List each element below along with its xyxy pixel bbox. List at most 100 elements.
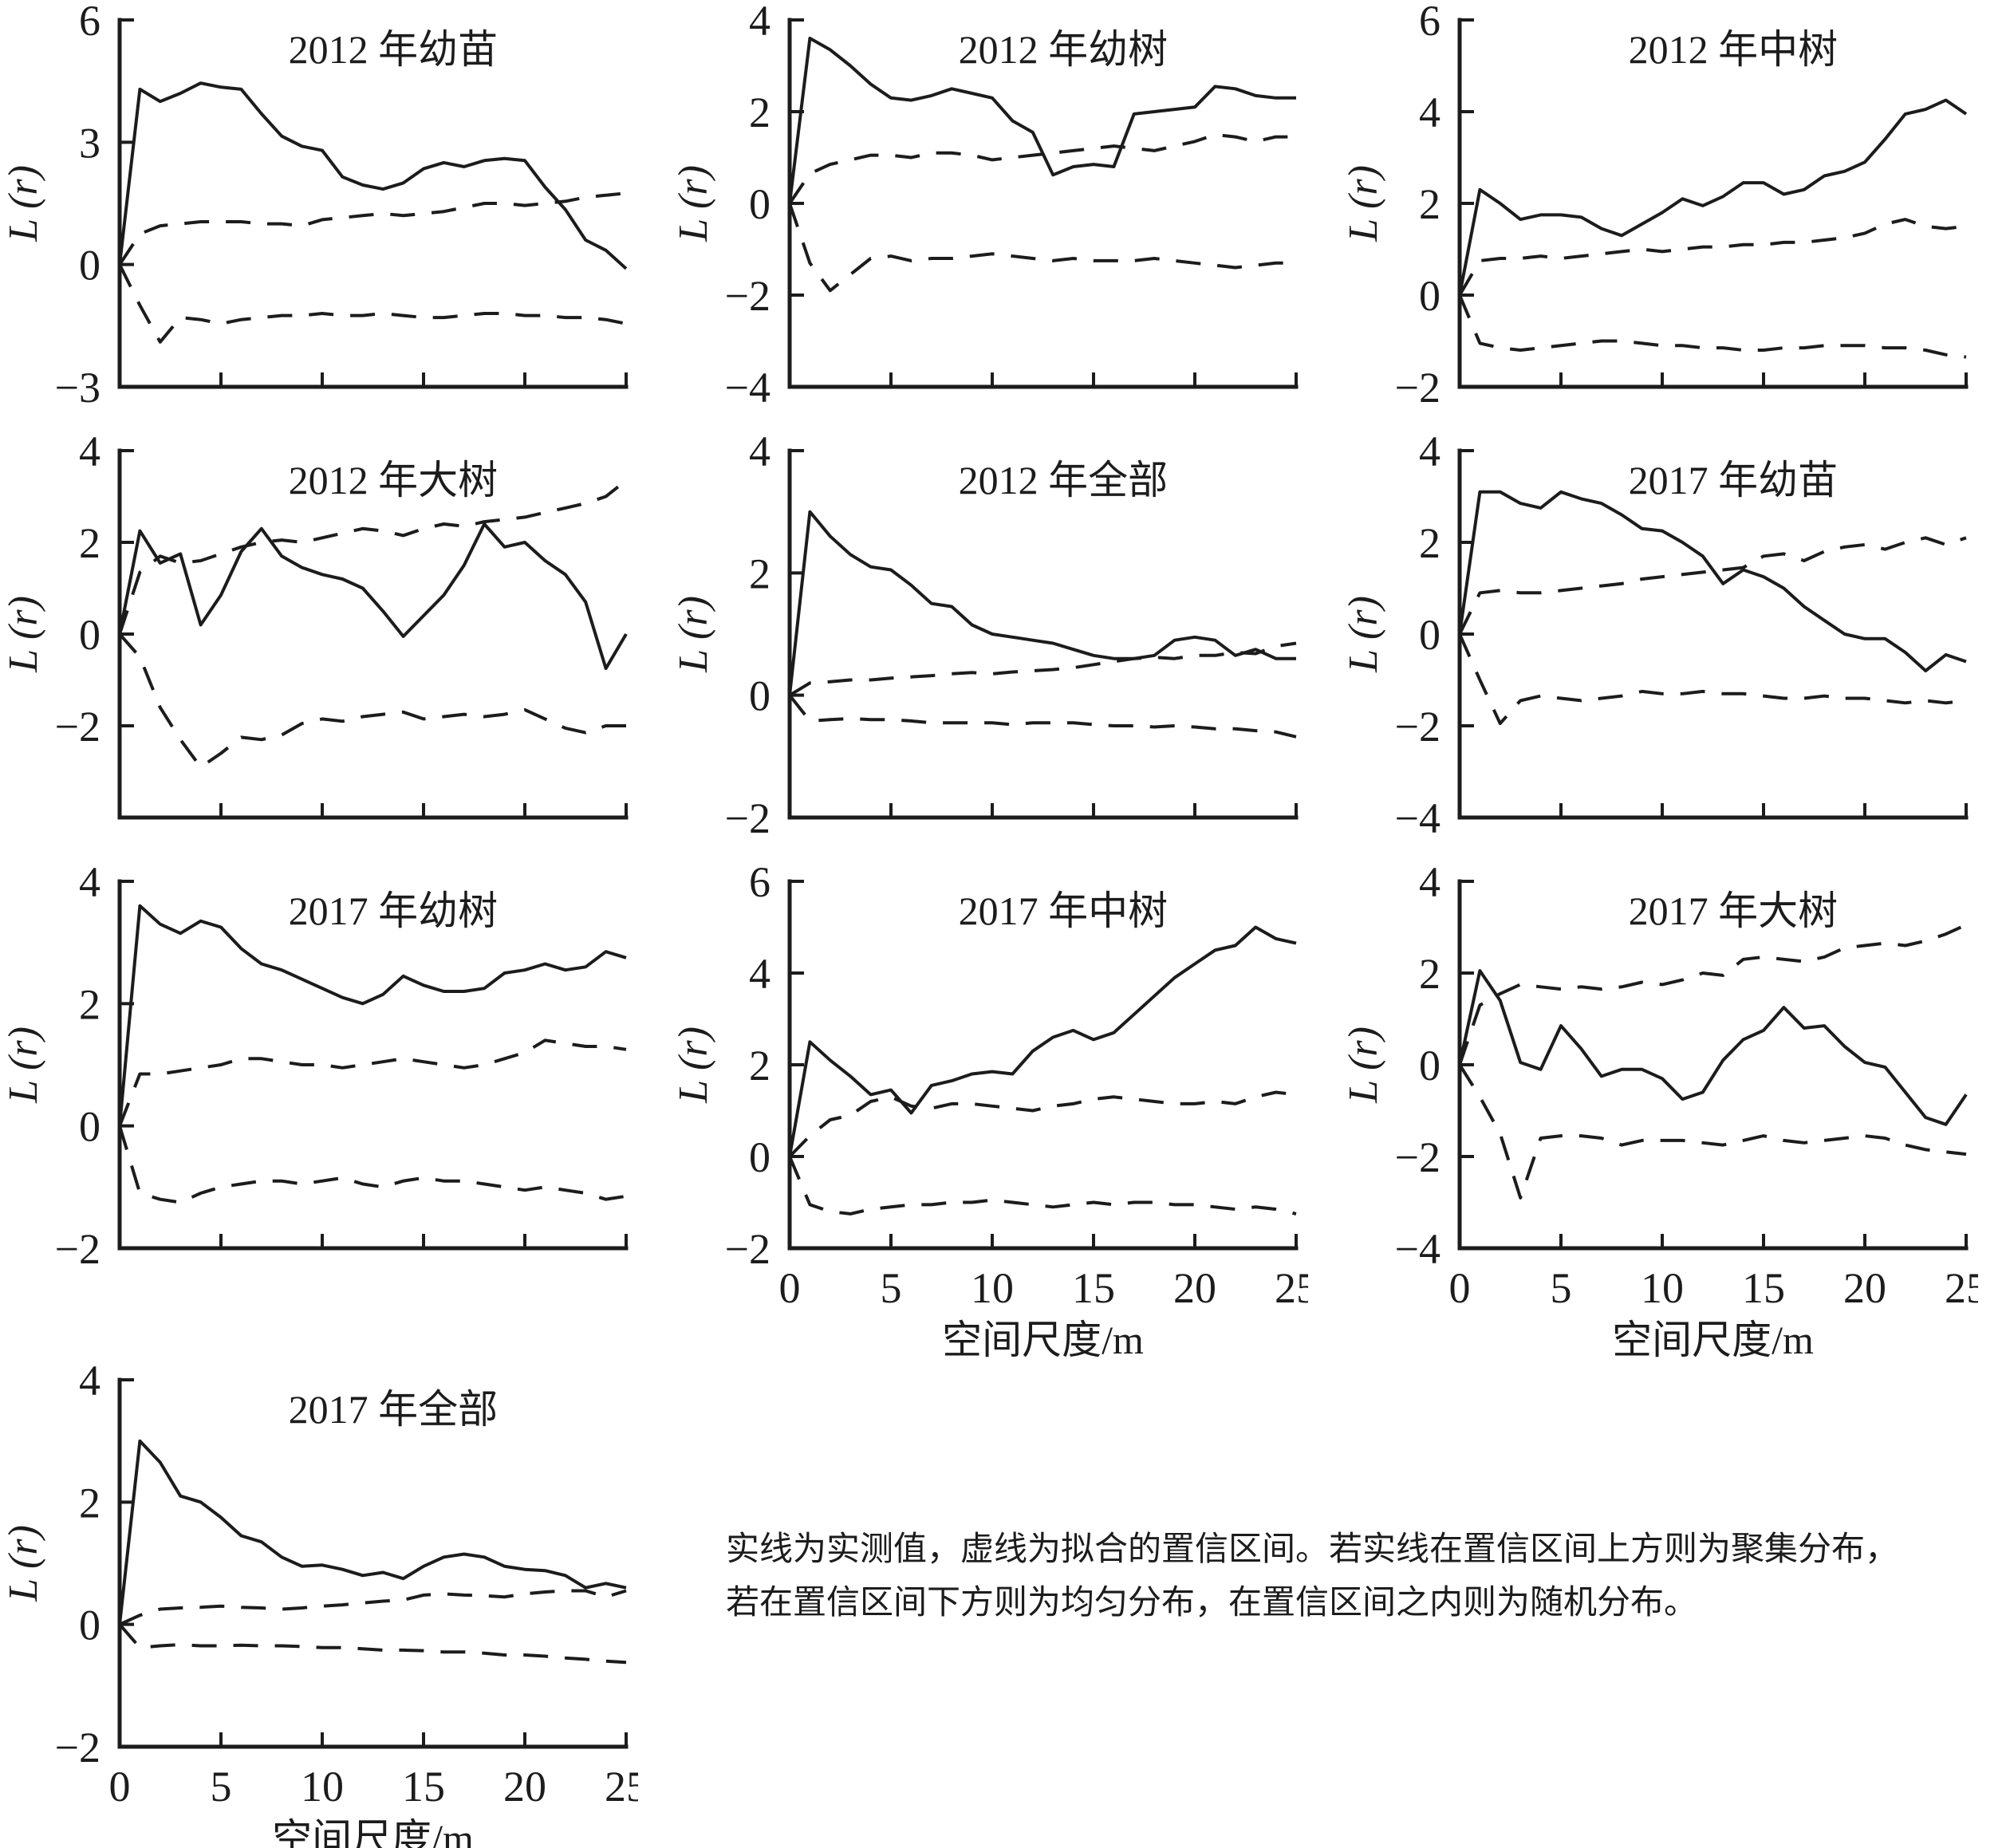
chart-panel-2017-youmiao: 4 2 0 −2 −4 L (r) 2017 年幼苗 bbox=[1340, 431, 2010, 861]
y-tick-label: −4 bbox=[725, 364, 770, 412]
y-tick-label: 4 bbox=[749, 431, 770, 475]
line-chart: 6 3 0 −3 L (r) 2012 年幼苗 bbox=[1, 0, 629, 412]
x-axis-title: 空间尺度/m bbox=[272, 1816, 474, 1848]
observed-line bbox=[1458, 969, 1968, 1126]
y-tick-label: −2 bbox=[1395, 1133, 1440, 1181]
y-tick-label: 2 bbox=[79, 519, 100, 567]
chart-panel-2012-youmiao: 6 3 0 −3 L (r) 2012 年幼苗 bbox=[0, 0, 670, 431]
y-tick-label: 4 bbox=[1419, 861, 1440, 906]
caption-line-1: 实线为实测值，虚线为拟合的置信区间。若实线在置信区间上方则为聚集分布， bbox=[726, 1531, 1899, 1568]
lower-line bbox=[788, 203, 1296, 293]
upper-line bbox=[118, 191, 627, 266]
y-axis-title: L (r) bbox=[1341, 596, 1386, 673]
line-chart: 4 2 0 −2 −4 L (r) 2017 年幼苗 bbox=[1341, 431, 1969, 842]
y-axis-title: L (r) bbox=[1, 596, 46, 673]
chart-title: 2017 年幼树 bbox=[289, 889, 499, 933]
y-tick-label: −2 bbox=[55, 1225, 100, 1273]
y-axis-title: L (r) bbox=[671, 596, 716, 673]
y-tick-label: −2 bbox=[725, 1225, 770, 1273]
y-tick-label: 0 bbox=[79, 611, 100, 659]
y-tick-label: 2 bbox=[749, 89, 770, 136]
x-tick-label: 25 bbox=[1275, 1264, 1308, 1312]
observed-line bbox=[118, 904, 627, 1126]
x-tick-label: 10 bbox=[301, 1763, 344, 1811]
chart-panel-2012-youshu: 4 2 0 −2 −4 L (r) 2012 年幼树 bbox=[670, 0, 1340, 431]
upper-line bbox=[1458, 923, 1967, 1066]
y-axis-title: L (r) bbox=[1341, 1026, 1386, 1104]
y-tick-label: −2 bbox=[1395, 703, 1440, 751]
line-chart: 6 4 2 0 −2 L (r) 2012 年中树 bbox=[1341, 0, 1969, 412]
y-axis-title: L (r) bbox=[671, 1026, 716, 1104]
chart-panel-2012-zhongshu: 6 4 2 0 −2 L (r) 2012 年中树 bbox=[1340, 0, 2010, 431]
observed-line bbox=[788, 37, 1296, 204]
x-tick-label: 25 bbox=[605, 1763, 638, 1811]
upper-line bbox=[788, 1090, 1297, 1158]
y-tick-label: 3 bbox=[79, 119, 100, 167]
upper-line bbox=[788, 641, 1297, 697]
x-tick-label: 15 bbox=[402, 1763, 445, 1811]
y-tick-label: 0 bbox=[749, 180, 770, 228]
x-tick-label: 5 bbox=[881, 1264, 902, 1312]
y-tick-label: 0 bbox=[1419, 272, 1440, 320]
upper-line bbox=[118, 479, 628, 635]
x-tick-label: 20 bbox=[1173, 1264, 1216, 1312]
upper-line bbox=[1458, 536, 1967, 635]
lower-line bbox=[118, 1623, 627, 1665]
chart-title: 2017 年幼苗 bbox=[1629, 458, 1839, 502]
lower-line bbox=[788, 1156, 1297, 1216]
line-chart: 4 2 0 −2L (r) 2012 年大树 bbox=[1, 431, 629, 820]
lower-line bbox=[1458, 633, 1967, 726]
y-tick-label: 0 bbox=[79, 1602, 100, 1649]
y-tick-label: 4 bbox=[1419, 431, 1440, 475]
y-tick-label: 0 bbox=[749, 1133, 770, 1181]
x-axis-title: 空间尺度/m bbox=[1612, 1318, 1814, 1360]
x-tick-label: 0 bbox=[779, 1264, 801, 1312]
upper-line bbox=[118, 1038, 627, 1127]
lower-line bbox=[118, 632, 626, 769]
line-chart: 4 2 0 −2 −4 L (r) 2012 年幼树 bbox=[671, 0, 1299, 412]
chart-title: 2012 年中树 bbox=[1629, 27, 1839, 72]
chart-title: 2012 年大树 bbox=[289, 458, 499, 502]
y-tick-label: 2 bbox=[79, 980, 100, 1028]
y-tick-label: 4 bbox=[749, 950, 770, 998]
y-axis-title: L (r) bbox=[1, 165, 46, 242]
lower-line bbox=[118, 1125, 627, 1204]
upper-line bbox=[119, 1589, 627, 1626]
chart-panel-2017-quanbu: 4 2 0 −2 0 5 10 15 20 25 空间尺度/m L (r) 2017 年全部 bbox=[0, 1360, 670, 1848]
y-tick-label: 4 bbox=[1419, 89, 1440, 136]
y-tick-label: −4 bbox=[1395, 794, 1440, 842]
x-tick-label: 25 bbox=[1945, 1264, 1978, 1312]
y-tick-label: 6 bbox=[1419, 0, 1440, 45]
chart-panel-2017-dashu: 4 2 0 −2 −4 0 5 10 15 20 25 空间尺度/m L (r) 2017 年大树 bbox=[1340, 861, 2010, 1360]
upper-line bbox=[1458, 218, 1967, 297]
chart-panel-2017-zhongshu: 6 4 2 0 −2 0 5 10 15 20 25 空间尺度/m L (r) 2017 年中树 bbox=[670, 861, 1340, 1360]
y-tick-label: 6 bbox=[79, 0, 100, 45]
y-tick-label: 0 bbox=[1419, 1042, 1440, 1089]
chart-panel-2012-quanbu: 4 2 0 −2 L (r) 2012 年全部 bbox=[670, 431, 1340, 861]
lower-line bbox=[118, 263, 627, 344]
x-tick-label: 0 bbox=[109, 1763, 131, 1811]
chart-title: 2017 年全部 bbox=[289, 1387, 499, 1432]
x-tick-label: 0 bbox=[1449, 1264, 1471, 1312]
observed-line bbox=[118, 522, 628, 671]
y-tick-label: 2 bbox=[749, 1042, 770, 1089]
chart-title: 2012 年全部 bbox=[959, 458, 1169, 502]
x-tick-label: 20 bbox=[503, 1763, 546, 1811]
y-tick-label: −3 bbox=[55, 364, 100, 412]
y-tick-label: −2 bbox=[725, 794, 770, 842]
y-tick-label: 0 bbox=[79, 242, 100, 290]
observed-line bbox=[788, 925, 1297, 1157]
x-tick-label: 5 bbox=[1551, 1264, 1572, 1312]
y-tick-label: 2 bbox=[1419, 180, 1440, 228]
observed-line bbox=[1458, 490, 1967, 672]
x-tick-label: 10 bbox=[971, 1264, 1014, 1312]
lower-line bbox=[1458, 294, 1967, 359]
y-tick-label: −2 bbox=[1395, 364, 1440, 412]
x-axis-title: 空间尺度/m bbox=[942, 1318, 1144, 1360]
y-axis-title: L (r) bbox=[671, 165, 716, 242]
y-tick-label: 2 bbox=[1419, 950, 1440, 998]
